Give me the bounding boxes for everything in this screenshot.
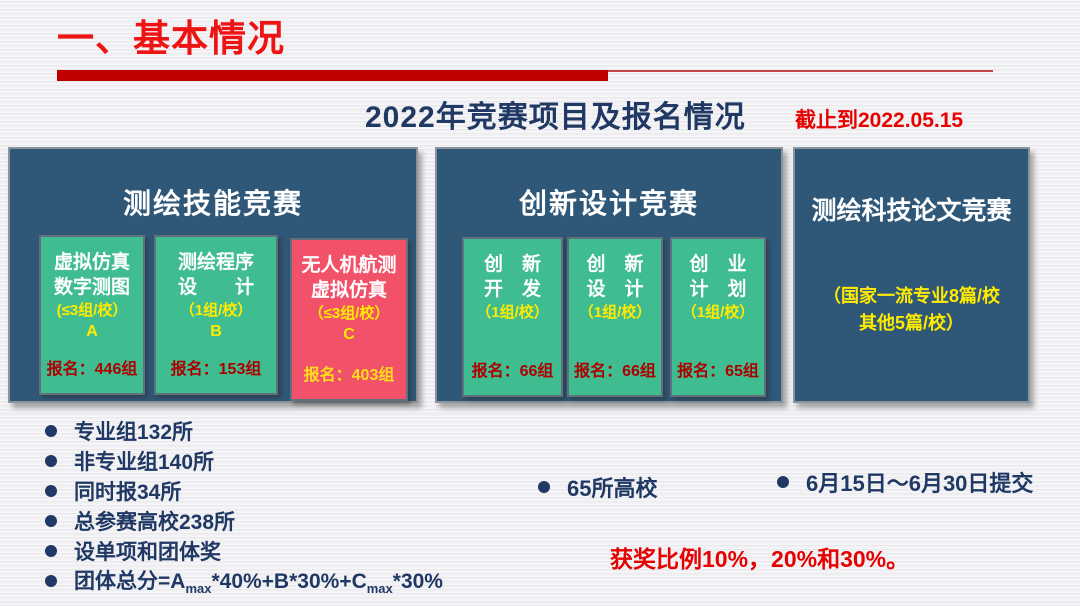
event-name-line: 创 新 — [586, 254, 644, 275]
event-registration: 报名：446组 — [46, 361, 138, 378]
stat-right: 6月15日～6月30日提交 — [777, 466, 1033, 498]
stat-middle: 65所高校 — [538, 471, 657, 503]
event-box-innovation-dev: 创 新 开 发 （1组/校） 报名：66组 — [462, 237, 563, 397]
panel-title: 创新设计竞赛 — [518, 188, 699, 219]
bullet-dot — [45, 515, 57, 527]
event-name-line: 开 发 — [483, 279, 541, 300]
panel-title: 测绘技能竞赛 — [122, 188, 303, 219]
event-quota: （1组/校） — [681, 304, 755, 321]
event-box-entrepreneurship: 创 业 计 划 （1组/校） 报名：65组 — [670, 237, 766, 397]
slide-title: 2022年竞赛项目及报名情况 — [365, 101, 746, 134]
event-name-line: 设 计 — [586, 279, 644, 300]
event-name-line: 测绘程序 — [177, 252, 254, 273]
bullet-text: 非专业组140所 — [74, 451, 215, 474]
event-registration: 报名：153组 — [170, 361, 262, 378]
event-letter: A — [86, 323, 98, 340]
bullet-item: 总参赛高校238所 — [45, 506, 443, 536]
event-box-b: 测绘程序 设 计 （1组/校） B 报名：153组 — [154, 235, 278, 395]
paper-quota-line: 其他5篇/校） — [858, 313, 964, 333]
event-registration: 报名：66组 — [574, 363, 656, 380]
bullet-dot — [45, 575, 57, 587]
event-letter: C — [343, 326, 355, 343]
header-rule-thick — [57, 70, 608, 81]
stat-right-text: 6月15日～6月30日提交 — [806, 471, 1034, 496]
bullet-dot — [45, 455, 57, 467]
panel-title: 测绘科技论文竞赛 — [811, 197, 1012, 225]
bullet-text: 团体总分=Amax*40%+B*30%+Cmax*30% — [74, 570, 443, 597]
event-name-line: 计 划 — [689, 279, 747, 300]
event-name-line: 创 新 — [483, 254, 541, 275]
bullet-dot — [777, 476, 789, 488]
event-registration: 报名：66组 — [471, 363, 554, 380]
event-box-c: 无人机航测 虚拟仿真 （≤3组/校） C 报名：403组 — [290, 238, 408, 401]
paper-quota-line: （国家一流专业8篇/校 — [822, 286, 1000, 306]
bullet-dot — [45, 545, 57, 557]
event-name-line: 无人机航测 — [301, 255, 397, 276]
paper-quota-note: （国家一流专业8篇/校 其他5篇/校） — [795, 283, 1028, 337]
bullet-item: 专业组132所 — [45, 416, 443, 446]
bullet-item: 非专业组140所 — [45, 446, 443, 476]
page-title: 一、基本情况 — [57, 18, 285, 59]
event-name-line: 虚拟仿真 — [53, 252, 130, 273]
bullet-dot — [538, 481, 550, 493]
award-ratio-note: 获奖比例10%，20%和30%。 — [610, 546, 910, 572]
event-quota: (≤3组/校） — [56, 302, 128, 319]
bullet-text: 总参赛高校238所 — [74, 511, 236, 534]
bullet-text: 同时报34所 — [74, 481, 182, 504]
event-quota: （1组/校） — [179, 302, 253, 319]
bullet-text: 专业组132所 — [74, 421, 194, 444]
panel-surveying-skills: 测绘技能竞赛 虚拟仿真 数字测图 (≤3组/校） A 报名：446组 测绘程序 … — [8, 147, 418, 403]
event-quota: （1组/校） — [578, 304, 652, 321]
panel-innovation-design: 创新设计竞赛 创 新 开 发 （1组/校） 报名：66组 创 新 设 计 （1组… — [435, 147, 783, 403]
stat-middle-text: 65所高校 — [567, 476, 658, 501]
bullet-item: 同时报34所 — [45, 476, 443, 506]
event-name-line: 设 计 — [177, 277, 254, 298]
bullet-item: 设单项和团体奖 — [45, 536, 443, 566]
bullet-text: 设单项和团体奖 — [74, 541, 221, 564]
event-letter: B — [210, 323, 222, 340]
panel-paper-competition: 测绘科技论文竞赛 （国家一流专业8篇/校 其他5篇/校） — [793, 147, 1030, 403]
event-name-line: 虚拟仿真 — [310, 280, 387, 301]
event-registration: 报名：403组 — [303, 367, 395, 384]
event-box-a: 虚拟仿真 数字测图 (≤3组/校） A 报名：446组 — [39, 235, 145, 395]
event-box-innovation-design: 创 新 设 计 （1组/校） 报名：66组 — [567, 237, 663, 397]
stats-list: 专业组132所 非专业组140所 同时报34所总参赛高校238所 设单项和团体奖团体总… — [45, 416, 443, 597]
bullet-dot — [45, 485, 57, 497]
event-name-line: 数字测图 — [53, 277, 130, 298]
event-quota: （≤3组/校） — [308, 305, 390, 322]
event-name-line: 创 业 — [689, 254, 747, 275]
bullet-item: 团体总分=Amax*40%+B*30%+Cmax*30% — [45, 566, 443, 597]
bullet-dot — [45, 425, 57, 437]
event-quota: （1组/校） — [476, 304, 549, 321]
event-registration: 报名：65组 — [677, 363, 759, 380]
deadline-note: 截止到2022.05.15 — [795, 109, 964, 132]
